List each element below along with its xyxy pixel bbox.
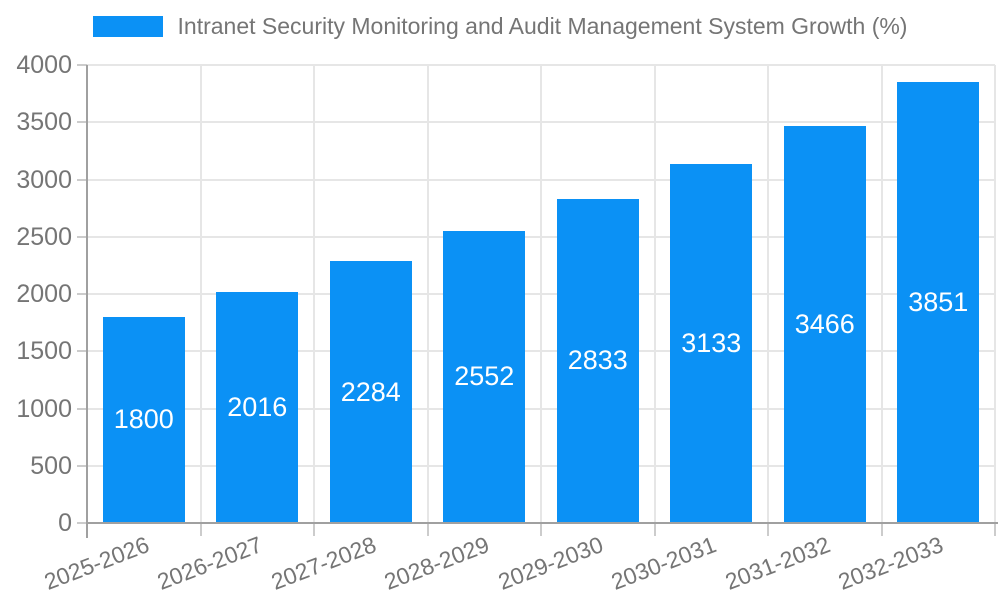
bar-value-label: 3133 — [681, 328, 742, 359]
x-gridline — [880, 65, 883, 523]
bar-value-label: 1800 — [113, 404, 174, 435]
y-axis-tick — [77, 407, 87, 410]
bar-value-label: 2016 — [227, 392, 288, 423]
y-axis-tick — [77, 121, 87, 124]
bar[interactable]: 1800 — [102, 316, 185, 523]
bar[interactable]: 2552 — [443, 230, 526, 523]
x-axis-tick — [540, 523, 542, 536]
x-gridline — [426, 65, 429, 523]
x-axis-tick — [199, 523, 202, 536]
y-axis-tick — [77, 178, 87, 181]
x-gridline — [540, 65, 542, 523]
x-axis-line — [86, 522, 998, 524]
legend-label: Intranet Security Monitoring and Audit M… — [177, 13, 908, 39]
x-axis-tick — [653, 523, 656, 536]
y-axis-tick-label: 1000 — [16, 394, 72, 423]
x-axis-tick — [994, 523, 996, 536]
bar[interactable]: 3466 — [783, 126, 866, 523]
y-axis-tick-label: 2500 — [16, 222, 72, 251]
y-axis-tick-label: 500 — [30, 451, 72, 480]
y-axis-tick-label: 4000 — [16, 51, 72, 79]
y-axis-tick-label: 2000 — [16, 280, 72, 308]
y-axis-tick — [77, 64, 87, 66]
y-axis-tick-label: 1500 — [16, 337, 72, 366]
x-axis-tick — [880, 523, 883, 536]
x-gridline — [994, 65, 996, 523]
x-gridline — [199, 65, 202, 523]
y-axis-tick — [77, 293, 87, 295]
x-gridline — [313, 65, 315, 523]
y-axis-line — [86, 65, 88, 538]
x-axis-tick — [767, 523, 769, 536]
y-axis-tick-label: 3000 — [16, 165, 72, 194]
x-gridline — [653, 65, 656, 523]
bar-value-label: 2552 — [454, 361, 515, 392]
bar[interactable]: 3133 — [670, 164, 753, 523]
bar-value-label: 2284 — [340, 376, 401, 407]
x-axis-tick — [313, 523, 315, 536]
bar[interactable]: 3851 — [897, 82, 980, 523]
x-gridline — [767, 65, 769, 523]
bar[interactable]: 2016 — [216, 292, 299, 523]
bar-value-label: 3466 — [794, 309, 855, 340]
y-axis-tick — [77, 522, 87, 524]
legend[interactable]: Intranet Security Monitoring and Audit M… — [0, 13, 1000, 40]
y-axis-tick — [77, 235, 87, 238]
y-axis-tick-label: 3500 — [16, 108, 72, 137]
bar-value-label: 3851 — [908, 287, 969, 318]
bar-value-label: 2833 — [567, 345, 628, 376]
y-axis-tick-label: 0 — [58, 509, 72, 537]
y-axis-tick — [77, 464, 87, 467]
bar[interactable]: 2833 — [556, 198, 639, 523]
bar[interactable]: 2284 — [329, 261, 412, 523]
y-axis-tick — [77, 350, 87, 353]
x-axis-tick — [426, 523, 429, 536]
legend-swatch — [92, 16, 163, 37]
